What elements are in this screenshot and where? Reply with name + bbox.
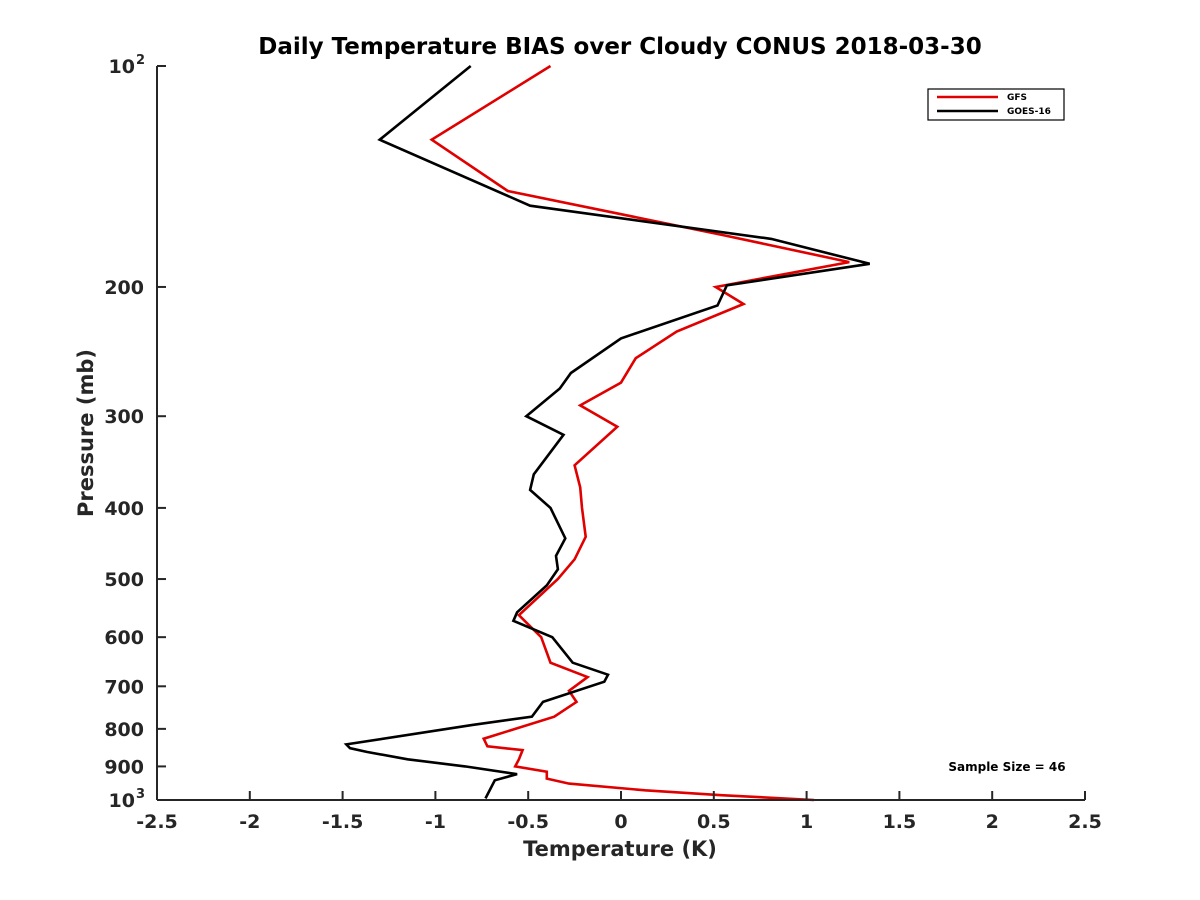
y-tick-label-exponent: 2	[136, 53, 145, 68]
x-tick-label: -2	[239, 811, 260, 833]
legend-box	[927, 88, 1065, 121]
y-tick-label: 300	[104, 406, 144, 428]
sample-size-annotation: Sample Size = 46	[948, 760, 1065, 774]
y-tick-label: 400	[104, 498, 144, 520]
legend-label-gfs: GFS	[1007, 93, 1027, 103]
legend: GFS GOES-16	[927, 88, 1065, 121]
x-tick-label: -1	[425, 811, 446, 833]
y-tick-label: 900	[104, 756, 144, 778]
x-tick-label: 2	[986, 811, 999, 833]
series-line-gfs	[429, 64, 850, 802]
y-tick-label: 10	[109, 790, 135, 812]
series-layer	[343, 64, 871, 802]
y-tick-label: 10	[109, 56, 135, 78]
legend-label-goes16: GOES-16	[1007, 107, 1051, 117]
x-tick-label: 0.5	[697, 811, 731, 833]
x-tick-label: -1.5	[322, 811, 364, 833]
x-tick-label: 1.5	[883, 811, 917, 833]
y-axis-label: Pressure (mb)	[74, 349, 98, 517]
x-tick-label: -0.5	[507, 811, 549, 833]
x-tick-label: 1	[800, 811, 813, 833]
y-tick-label: 500	[104, 569, 144, 591]
x-axis: -2.5 -2 -1.5 -1 -0.5 0 0.5 1 1.5 2 2.5	[136, 791, 1102, 833]
y-tick-label-exponent: 3	[136, 787, 145, 802]
x-tick-label: 2.5	[1068, 811, 1102, 833]
y-tick-label: 200	[104, 277, 144, 299]
x-tick-label: 0	[614, 811, 627, 833]
x-axis-label: Temperature (K)	[523, 837, 717, 861]
y-tick-label: 600	[104, 627, 144, 649]
series-line-goes-16	[343, 64, 871, 799]
x-tick-label: -2.5	[136, 811, 178, 833]
y-tick-label: 800	[104, 719, 144, 741]
chart-title: Daily Temperature BIAS over Cloudy CONUS…	[258, 34, 981, 60]
y-tick-label: 700	[104, 676, 144, 698]
